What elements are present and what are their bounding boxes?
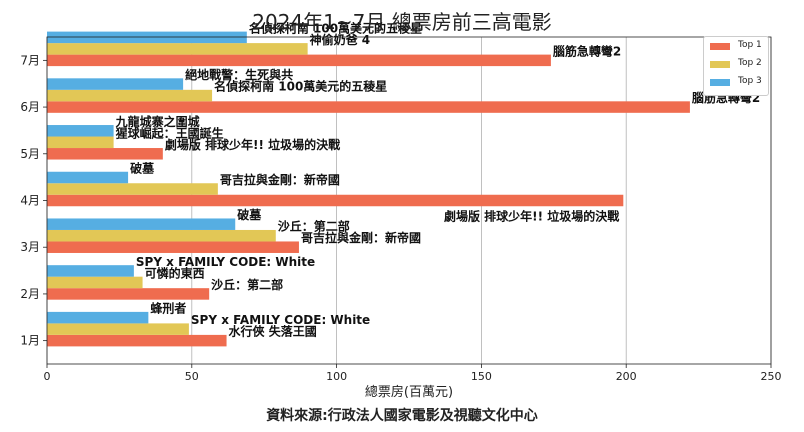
legend-label-top1: Top 1 bbox=[738, 40, 762, 50]
bar-label-top3-6: 名偵探柯南 100萬美元的五稜星 bbox=[249, 20, 422, 35]
y-tick-label-4: 5月 bbox=[20, 147, 40, 161]
y-tick-label-3: 4月 bbox=[20, 194, 40, 208]
bar-top3-1 bbox=[47, 265, 134, 277]
x-axis-label: 總票房(百萬元) bbox=[365, 384, 453, 400]
bar-label-top3-5: 絕地戰警：生死與共 bbox=[185, 67, 293, 82]
legend-swatch-top3 bbox=[710, 79, 730, 86]
bar-label-top3-3: 破墓 bbox=[130, 161, 155, 176]
legend-label-top3: Top 3 bbox=[738, 76, 762, 86]
plot-frame bbox=[46, 36, 772, 365]
bar-label-top1-6: 腦筋急轉彎2 bbox=[553, 43, 621, 58]
x-tick-label-0: 0 bbox=[44, 370, 51, 383]
bar-top2-5 bbox=[47, 89, 213, 102]
y-tick-label-2: 3月 bbox=[20, 240, 40, 254]
bar-top2-3 bbox=[47, 183, 218, 195]
x-tick-label-1: 50 bbox=[185, 370, 199, 383]
bar-label-top1-1: 沙丘：第二部 bbox=[211, 277, 283, 292]
bar-label-top1-2: 哥吉拉與金剛：新帝國 bbox=[301, 230, 421, 245]
y-tick-label-1: 2月 bbox=[20, 287, 40, 301]
bar-top2-2 bbox=[47, 229, 276, 242]
legend-swatch-top1 bbox=[710, 43, 730, 50]
bar-label-top3-2: 破墓 bbox=[237, 207, 262, 222]
chart-title: 2024年1~7月 總票房前三高電影 bbox=[252, 10, 552, 34]
bar-top3-3 bbox=[47, 171, 129, 184]
bar-top2-0 bbox=[47, 323, 189, 335]
x-tick-label-2: 100 bbox=[326, 370, 347, 383]
legend: Top 1 Top 2 Top 3 bbox=[703, 36, 769, 96]
legend-swatch-top2 bbox=[710, 61, 730, 68]
legend-item-top3: Top 3 bbox=[704, 74, 768, 91]
bar-top1-6 bbox=[47, 54, 551, 67]
bar-top1-2 bbox=[47, 241, 299, 253]
bar-top1-5 bbox=[47, 101, 690, 113]
bar-top1-4 bbox=[47, 148, 163, 160]
bar-label-top2-3: 哥吉拉與金剛：新帝國 bbox=[220, 172, 340, 187]
bar-label-top2-4: 猩球崛起：王國誕生 bbox=[115, 125, 224, 140]
bar-top2-4 bbox=[47, 136, 114, 149]
y-tick-label-6: 7月 bbox=[20, 53, 40, 67]
bar-label-top1-4: 劇場版 排球少年!! 垃圾場的決戰 bbox=[165, 137, 340, 152]
bar-top2-1 bbox=[47, 276, 143, 289]
bar-label-top3-1: SPY x FAMILY CODE: White bbox=[136, 255, 315, 269]
x-tick-label-5: 250 bbox=[761, 370, 782, 383]
legend-item-top2: Top 2 bbox=[704, 56, 768, 73]
bar-label-top1-0: 水行俠 失落王國 bbox=[229, 324, 317, 339]
source-note: 資料來源:行政法人國家電影及視聽文化中心 bbox=[266, 408, 538, 424]
bar-top2-6 bbox=[47, 43, 308, 55]
bar-label-top2-0: SPY x FAMILY CODE: White bbox=[191, 313, 370, 327]
x-tick-label-4: 200 bbox=[616, 370, 637, 383]
bar-label-top2-2: 沙丘：第二部 bbox=[278, 219, 350, 234]
bar-label-top1-3: 劇場版 排球少年!! 垃圾場的決戰 bbox=[444, 209, 619, 224]
bar-label-top3-0: 蜂刑者 bbox=[150, 301, 186, 316]
bar-top3-0 bbox=[47, 311, 149, 324]
bar-label-top3-4: 九龍城寨之圍城 bbox=[115, 114, 200, 129]
bar-top1-0 bbox=[47, 334, 227, 347]
bar-top3-2 bbox=[47, 218, 236, 230]
bar-top3-5 bbox=[47, 78, 184, 90]
bar-top3-4 bbox=[47, 125, 114, 137]
bar-label-top2-5: 名偵探柯南 100萬美元的五稜星 bbox=[214, 79, 387, 94]
x-tick-label-3: 150 bbox=[471, 370, 492, 383]
bar-top1-1 bbox=[47, 288, 210, 300]
legend-item-top1: Top 1 bbox=[704, 38, 768, 55]
bar-label-top2-1: 可憐的東西 bbox=[145, 265, 205, 280]
y-tick-label-0: 1月 bbox=[20, 334, 40, 348]
bar-label-top2-6: 神偷奶爸 4 bbox=[310, 32, 371, 47]
legend-label-top2: Top 2 bbox=[738, 58, 762, 68]
y-tick-label-5: 6月 bbox=[20, 100, 40, 114]
bar-top1-3 bbox=[47, 194, 624, 207]
